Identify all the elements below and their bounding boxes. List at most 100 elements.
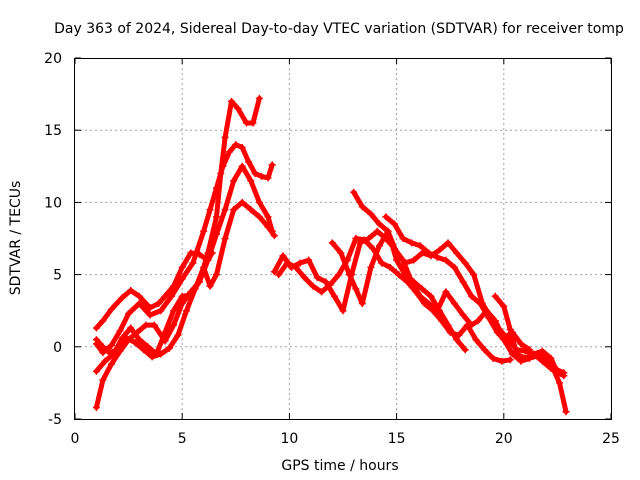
data-point (144, 343, 152, 351)
data-point (191, 285, 199, 293)
y-tick-labels: -5 0 5 10 15 20 (44, 51, 62, 428)
data-point (416, 242, 424, 250)
data-point (116, 327, 124, 335)
data-point (435, 246, 443, 254)
data-point (178, 263, 186, 271)
data-point (125, 310, 133, 318)
data-point (337, 249, 345, 257)
data-point (206, 282, 214, 290)
data-point (433, 253, 441, 261)
data-point (491, 292, 499, 300)
data-point (99, 317, 107, 325)
data-point (140, 346, 148, 354)
data-point (410, 256, 418, 264)
data-point (500, 302, 508, 310)
data-point (339, 307, 347, 315)
data-point (243, 119, 251, 127)
data-point (99, 376, 107, 384)
data-point (155, 299, 163, 307)
data-point (556, 379, 564, 387)
data-point (367, 263, 375, 271)
data-point (393, 256, 401, 264)
axis-ticks (74, 57, 612, 420)
data-point (264, 174, 272, 182)
data-point (470, 271, 478, 279)
data-point (127, 324, 135, 332)
data-point (459, 311, 467, 319)
data-point (521, 347, 529, 355)
grid-lines (75, 58, 611, 419)
data-point (187, 249, 195, 257)
data-point (182, 307, 190, 315)
data-point (420, 299, 428, 307)
series-6-line (271, 228, 532, 353)
data-point (251, 170, 259, 178)
data-point (225, 148, 233, 156)
data-point (170, 321, 178, 329)
data-point (92, 403, 100, 411)
data-point (165, 344, 173, 352)
data-point (200, 227, 208, 235)
data-point (238, 162, 246, 170)
data-point (418, 285, 426, 293)
data-point (453, 249, 461, 257)
data-point (221, 133, 229, 141)
data-point (230, 177, 238, 185)
data-point (133, 328, 141, 336)
data-point (358, 299, 366, 307)
data-point (485, 314, 493, 322)
data-point (506, 325, 514, 333)
series-11-line (492, 293, 567, 379)
series-4 (92, 162, 276, 411)
x-tick-label-1: 5 (178, 431, 187, 447)
data-point (412, 288, 420, 296)
data-point (506, 356, 514, 364)
x-tick-labels: 0 5 10 15 20 25 (71, 431, 620, 447)
data-point (221, 206, 229, 214)
data-point (521, 354, 529, 362)
data-point (247, 177, 255, 185)
data-point (378, 259, 386, 267)
data-point (122, 334, 130, 342)
data-point (384, 227, 392, 235)
series-1 (92, 249, 216, 332)
series-10-line (383, 214, 569, 415)
series-2 (92, 141, 276, 357)
data-point (401, 271, 409, 279)
data-point (157, 350, 165, 358)
series-6 (270, 227, 534, 354)
data-point (189, 259, 197, 267)
data-point (326, 281, 334, 289)
data-point (560, 372, 568, 380)
data-point (562, 408, 570, 416)
data-point (228, 97, 236, 105)
data-point (493, 328, 501, 336)
series-11 (491, 292, 568, 380)
data-point (427, 292, 435, 300)
data-point (410, 278, 418, 286)
data-point (200, 263, 208, 271)
series-4-line (93, 163, 275, 410)
data-point (234, 105, 242, 113)
data-point (360, 236, 368, 244)
data-point (375, 242, 383, 250)
data-point (135, 292, 143, 300)
data-point (444, 239, 452, 247)
data-point (146, 311, 154, 319)
data-point (107, 305, 115, 313)
y-tick-label-3: 10 (44, 195, 62, 211)
data-point (461, 346, 469, 354)
data-point (309, 282, 317, 290)
data-point (178, 275, 186, 283)
y-tick-label-4: 15 (44, 123, 62, 139)
data-point (358, 203, 366, 211)
data-point (318, 288, 326, 296)
data-point (114, 346, 122, 354)
data-point (167, 292, 175, 300)
data-point (270, 232, 278, 240)
data-point (476, 299, 484, 307)
series-10 (382, 213, 570, 416)
x-tick-label-2: 10 (280, 431, 298, 447)
data-point (275, 271, 283, 279)
data-point (322, 278, 330, 286)
